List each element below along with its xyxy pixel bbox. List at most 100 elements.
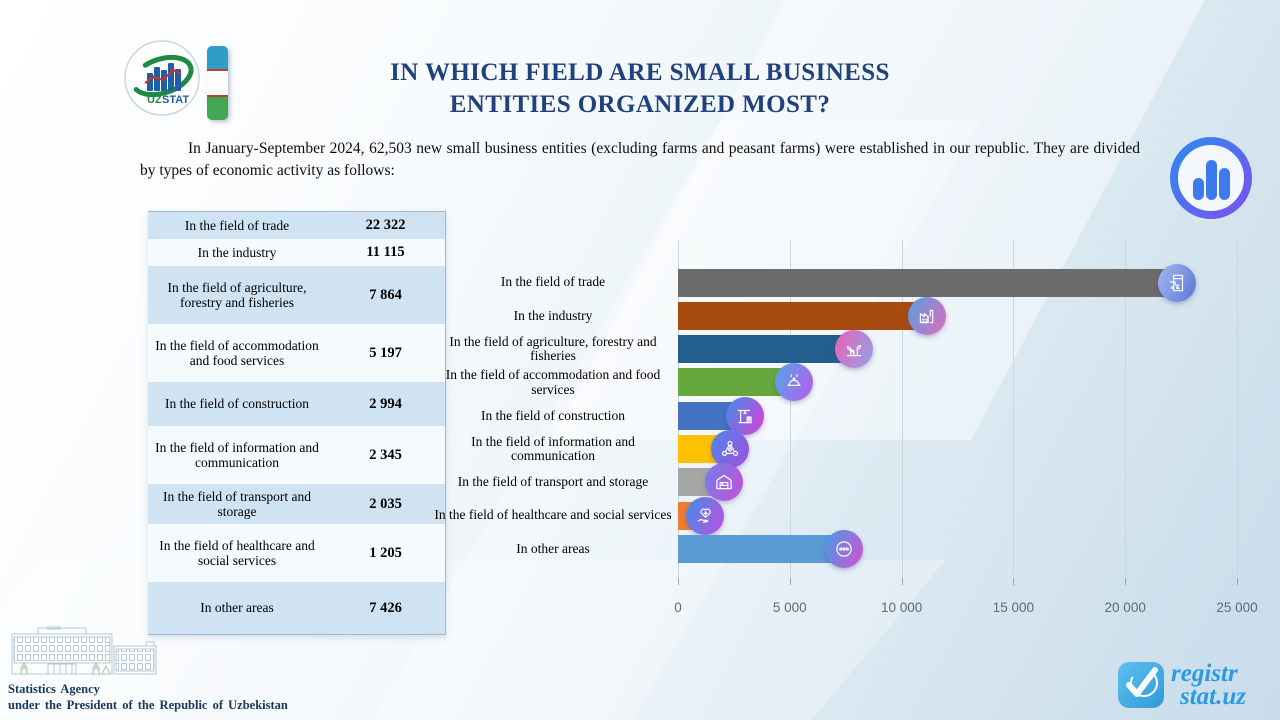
table-row-label: In the field of healthcare and social se… (159, 537, 315, 569)
chart-bar-track (678, 529, 1237, 568)
table-row: In the field of trade 22 322 (148, 212, 445, 239)
bar-icon-badge (704, 463, 743, 502)
chart-bar-1 (678, 268, 1178, 297)
chart-bar-2 (678, 301, 927, 330)
table-row-value: 2 035 (369, 495, 402, 512)
title-line2: ENTITIES ORGANIZED MOST? (449, 91, 831, 118)
chart-row: In the field of healthcare and social se… (428, 496, 1237, 535)
table-row-label: In the field of information and communic… (155, 439, 319, 471)
chart-category-label: In the field of trade (500, 274, 606, 290)
table-row-value: 2 994 (369, 395, 402, 412)
chart-bar-track (678, 396, 1237, 435)
axis-tick-label: 15 000 (992, 600, 1035, 615)
axis-tick (1125, 578, 1127, 585)
gridline (1013, 240, 1015, 578)
chart-row: In the field of trade (428, 263, 1237, 302)
chart-bar-track (678, 330, 1237, 369)
chart-bar-9 (678, 534, 845, 563)
table-row-value: 22 322 (365, 217, 406, 233)
food-service-icon (787, 374, 801, 387)
bar-icon-badge (825, 529, 864, 568)
bar-chart: In the field of trade In the industry In t… (428, 240, 1258, 630)
table-row: In the field of healthcare and social se… (148, 524, 445, 582)
axis-tick (789, 578, 791, 585)
chart-row: In the field of agriculture, forestry an… (428, 330, 1237, 369)
bar-icon-badge (685, 496, 724, 535)
chart-category-label: In the field of healthcare and social se… (434, 507, 672, 523)
chart-category-label: In the field of accommodation and food s… (445, 367, 661, 397)
chart-x-axis: 0 5 000 10 000 15 000 20 000 25 000 (674, 578, 1258, 628)
gridline (1237, 240, 1238, 578)
table-row-label: In other areas (200, 600, 274, 616)
axis-tick (901, 578, 903, 585)
chart-bar-3 (678, 335, 854, 364)
table-row: In the field of transport and storage 2 0… (148, 484, 445, 524)
axis-tick-label: 10 000 (880, 600, 923, 615)
construction-icon (737, 409, 752, 423)
table-row-label: In the field of transport and storage (162, 488, 312, 520)
gridline (789, 240, 791, 578)
axis-tick (678, 578, 679, 585)
bar-icon-badge (725, 396, 764, 435)
table-row: In the field of agriculture, forestry an… (148, 266, 445, 324)
chart-bar-track (678, 363, 1237, 402)
bar-icon-badge (1158, 263, 1197, 302)
table-row-value: 2 345 (369, 446, 402, 463)
network-icon (722, 440, 739, 457)
checkmark-badge-icon (1117, 661, 1165, 709)
uzbekistan-flag (207, 46, 228, 120)
chart-row: In the field of information and communic… (428, 430, 1237, 469)
chart-row: In other areas (428, 529, 1237, 568)
agriculture-icon (846, 345, 862, 357)
agency-line2: under the President of the Republic of U… (8, 697, 288, 712)
axis-tick (1013, 578, 1015, 585)
table-row-value: 7 426 (369, 599, 402, 616)
chart-row: In the field of transport and storage (428, 463, 1237, 502)
table-row-value: 11 115 (366, 244, 405, 260)
bar-icon-badge (775, 363, 814, 402)
table-row-label: In the industry (197, 244, 277, 260)
svg-text:STAT: STAT (162, 94, 189, 106)
table-row-label: In the field of agriculture, forestry an… (167, 279, 307, 311)
uzstat-logo-icon: UZ STAT (124, 40, 200, 116)
chart-row: In the field of construction (428, 396, 1237, 435)
table-row: In the industry 11 115 (148, 239, 445, 266)
axis-tick-label: 5 000 (772, 600, 807, 615)
shopping-icon (1169, 274, 1184, 291)
axis-tick-label: 25 000 (1216, 600, 1258, 615)
table-row-label: In the field of accommodation and food s… (155, 337, 319, 369)
warehouse-icon (715, 475, 732, 490)
table-row: In the field of information and communic… (148, 426, 445, 484)
gridline (1125, 240, 1127, 578)
site-line1: registr (1171, 660, 1238, 687)
chart-bar-track (678, 463, 1237, 502)
table-row-label: In the field of construction (165, 396, 309, 412)
chart-category-label: In the field of transport and storage (457, 474, 649, 490)
chart-bar-track (678, 263, 1237, 302)
chart-row: In the field of accommodation and food s… (428, 363, 1237, 402)
chart-bar-track (678, 296, 1237, 335)
agency-name: Statistics Agency under the President of… (8, 682, 288, 713)
bar-icon-badge (711, 430, 750, 469)
chart-bar-4 (678, 368, 795, 397)
site-line2: stat.uz (1180, 683, 1247, 710)
chart-category-label: In other areas (516, 540, 590, 556)
bar-icon-badge (834, 330, 873, 369)
agency-building-illustration (8, 625, 160, 680)
table-row: In other areas 7 426 (148, 582, 445, 634)
intro-paragraph: In January-September 2024, 62,503 new sm… (140, 140, 1140, 179)
bar-chart-badge-icon (1167, 134, 1255, 222)
table-row: In the field of construction 2 994 (148, 382, 445, 426)
chart-category-label: In the field of agriculture, forestry an… (449, 333, 657, 364)
gridline (901, 240, 903, 578)
site-text: registr stat.uz (1171, 660, 1247, 710)
ellipsis-icon (836, 541, 852, 557)
axis-tick (1237, 578, 1238, 585)
chart-bar-track (678, 430, 1237, 469)
chart-category-label: In the industry (513, 307, 593, 323)
factory-icon (919, 309, 933, 324)
table-row-label: In the field of trade (184, 217, 290, 233)
chart-row: In the industry (428, 296, 1237, 335)
axis-tick-label: 0 (674, 600, 682, 615)
